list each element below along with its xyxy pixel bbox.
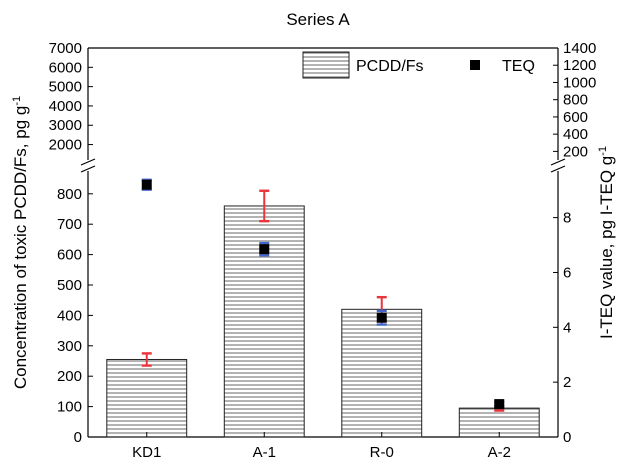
y-left-tick-label: 3000 xyxy=(49,117,82,134)
axis-break-left-lower xyxy=(80,165,96,173)
y-right-tick-label: 2 xyxy=(563,374,571,391)
axis-break-left-upper xyxy=(80,158,96,166)
x-tick-label: R-0 xyxy=(370,444,394,461)
x-tick-label: KD1 xyxy=(132,444,161,461)
axis-break-right-lower xyxy=(550,165,566,173)
x-tick-label: A-2 xyxy=(488,444,511,461)
y-left-tick-label: 200 xyxy=(57,368,82,385)
legend-label-pcdd: PCDD/Fs xyxy=(356,58,424,75)
y-right-tick-label: 400 xyxy=(563,126,588,143)
y-right-tick-label: 8 xyxy=(563,210,571,227)
y-left-tick-label: 0 xyxy=(74,429,82,446)
marker-teq-A-1 xyxy=(259,244,270,255)
y-left-tick-label: 6000 xyxy=(49,59,82,76)
y-left-tick-label: 5000 xyxy=(49,79,82,96)
y-left-tick-label: 500 xyxy=(57,277,82,294)
y-right-tick-label: 1000 xyxy=(563,74,596,91)
y-right-tick-label: 6 xyxy=(563,264,571,281)
y-left-tick-label: 7000 xyxy=(49,40,82,57)
y-left-tick-label: 400 xyxy=(57,307,82,324)
y-left-tick-label: 800 xyxy=(57,186,82,203)
legend-label-teq: TEQ xyxy=(502,58,535,75)
y-right-tick-label: 800 xyxy=(563,92,588,109)
axis-break-right-upper xyxy=(550,158,566,166)
y-right-tick-label: 600 xyxy=(563,109,588,126)
y-left-tick-label: 2000 xyxy=(49,137,82,154)
y-right-tick-label: 200 xyxy=(563,143,588,160)
y-left-tick-label: 600 xyxy=(57,247,82,264)
chart-title: Series A xyxy=(286,10,350,29)
legend-swatch-pcdd xyxy=(302,51,350,79)
y-right-tick-label: 4 xyxy=(563,319,571,336)
y-left-tick-label: 700 xyxy=(57,216,82,233)
legend-swatch-teq xyxy=(470,60,480,70)
y-right-tick-label: 0 xyxy=(563,429,571,446)
y-right-tick-label: 1200 xyxy=(563,57,596,74)
chart-legend: PCDD/Fs TEQ xyxy=(302,51,535,79)
marker-teq-KD1 xyxy=(141,179,152,190)
x-tick-label: A-1 xyxy=(253,444,276,461)
bar-pcdd-R-0 xyxy=(341,308,423,438)
y-right-tick-label: 1400 xyxy=(563,40,596,57)
marker-teq-R-0 xyxy=(376,312,387,323)
y-left-tick-label: 300 xyxy=(57,338,82,355)
y-left-tick-label: 4000 xyxy=(49,98,82,115)
y-left-tick-label: 100 xyxy=(57,399,82,416)
y-axis-right-label: I-TEQ value, pg I-TEQ g-1 xyxy=(597,146,616,339)
bar-pcdd-KD1 xyxy=(106,358,188,438)
bar-pcdd-A-1 xyxy=(223,205,305,438)
marker-teq-A-2 xyxy=(494,399,505,410)
y-axis-left-label: Concentration of toxic PCDD/Fs, pg g-1 xyxy=(11,96,30,389)
